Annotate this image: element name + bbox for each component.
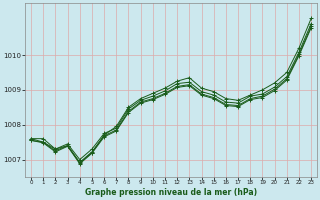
X-axis label: Graphe pression niveau de la mer (hPa): Graphe pression niveau de la mer (hPa) xyxy=(85,188,257,197)
